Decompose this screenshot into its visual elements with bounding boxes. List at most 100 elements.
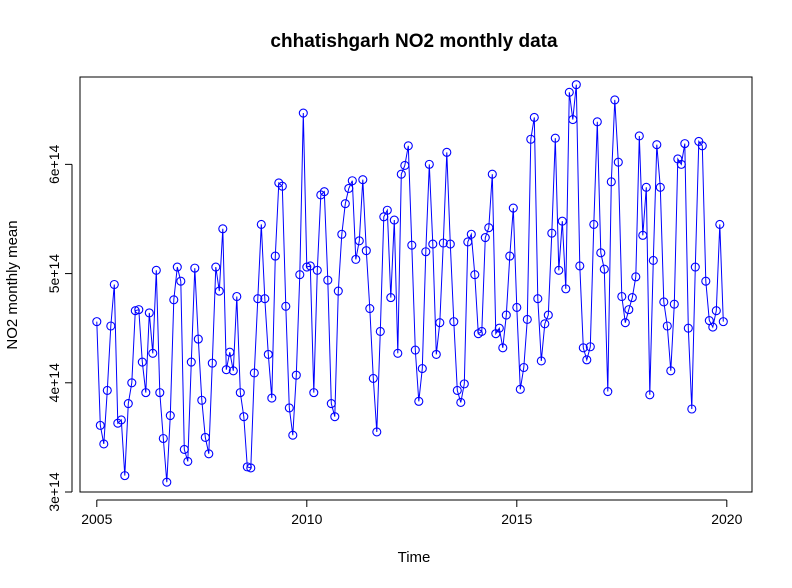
data-point [697, 141, 707, 151]
x-tick-label: 2015 [501, 511, 532, 527]
data-point [260, 294, 270, 304]
data-point [683, 323, 693, 333]
data-point [617, 291, 627, 302]
data-point [130, 306, 140, 316]
data-point [708, 322, 718, 332]
data-point [554, 265, 564, 275]
data-point [445, 239, 455, 249]
data-point [690, 262, 700, 272]
data-point [638, 230, 648, 240]
x-tick-label: 2020 [711, 511, 742, 527]
data-point [162, 477, 172, 487]
data-point [361, 246, 371, 256]
data-point [172, 262, 182, 272]
data-point [596, 248, 606, 258]
data-point [144, 308, 154, 318]
data-point [540, 319, 550, 329]
data-point [141, 388, 151, 398]
chart-title: chhatishgarh NO2 monthly data [270, 31, 558, 52]
data-point [340, 199, 350, 209]
data-point [561, 284, 571, 294]
data-point [403, 141, 413, 151]
data-point [715, 219, 725, 229]
series-group [92, 80, 728, 487]
data-point [270, 251, 280, 261]
data-point [267, 393, 277, 403]
data-point [123, 398, 133, 409]
data-point [375, 326, 385, 337]
data-point [197, 395, 207, 405]
data-point [106, 321, 116, 331]
data-point [641, 182, 651, 192]
y-tick-label: 4e+14 [46, 363, 62, 403]
x-tick-label: 2005 [81, 511, 112, 527]
data-point [547, 228, 557, 238]
data-point [382, 205, 392, 215]
data-point [480, 232, 490, 243]
data-point [326, 398, 336, 409]
data-point [155, 388, 165, 398]
data-point [466, 229, 476, 239]
data-point [99, 439, 109, 449]
data-point [207, 358, 217, 368]
data-point [249, 368, 259, 378]
x-axis: 2005 2010 2015 2020 [81, 499, 743, 527]
data-point [333, 286, 343, 296]
y-axis-label: NO2 monthly mean [4, 220, 21, 349]
data-point [400, 160, 410, 171]
data-point [330, 412, 340, 422]
data-point [284, 403, 294, 413]
data-point [263, 349, 273, 359]
data-point [414, 396, 424, 406]
data-point [148, 348, 158, 358]
data-point [435, 318, 445, 328]
data-point [295, 270, 305, 280]
data-point [620, 318, 630, 328]
data-point [662, 321, 672, 331]
data-point [655, 182, 665, 192]
data-point [109, 279, 119, 290]
data-point [354, 236, 364, 246]
data-point [134, 305, 144, 315]
data-point [232, 291, 242, 302]
data-point [631, 272, 641, 282]
data-point [239, 412, 249, 422]
data-point [417, 364, 427, 374]
data-point [613, 157, 623, 167]
data-point [519, 362, 529, 373]
data-point [676, 159, 686, 169]
data-point [190, 263, 200, 273]
data-point [550, 133, 560, 143]
data-point [470, 270, 480, 280]
data-point [456, 397, 466, 408]
data-point [158, 433, 168, 444]
data-point [291, 370, 301, 380]
data-point [351, 254, 361, 264]
data-point [204, 449, 214, 459]
data-point [151, 265, 161, 275]
data-point [603, 386, 613, 397]
data-point [449, 317, 459, 327]
data-point [228, 366, 238, 376]
data-point [536, 356, 546, 366]
data-point [253, 294, 263, 304]
data-point [186, 357, 196, 367]
data-point [487, 169, 497, 179]
x-tick-label: 2010 [291, 511, 322, 527]
data-point [431, 349, 441, 359]
data-point [571, 80, 581, 90]
data-point [165, 410, 175, 421]
y-tick-label: 5e+14 [46, 254, 62, 294]
data-point [543, 310, 553, 320]
data-point [246, 463, 256, 473]
data-point [221, 365, 231, 375]
data-point [659, 297, 669, 307]
data-point [557, 216, 567, 226]
data-point [176, 276, 186, 286]
data-point [305, 261, 315, 271]
data-point [501, 310, 511, 320]
data-point [582, 355, 592, 365]
data-point [578, 343, 588, 353]
data-point [512, 302, 522, 312]
